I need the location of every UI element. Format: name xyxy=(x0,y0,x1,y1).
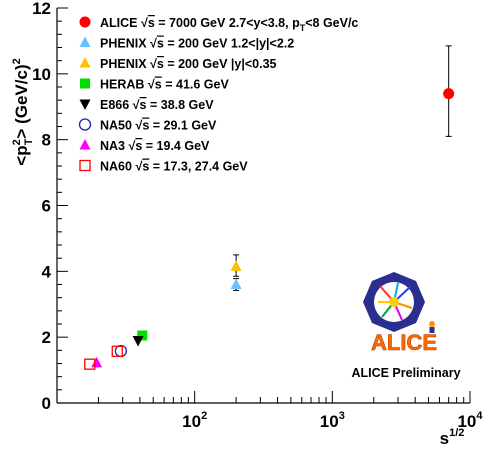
legend-marker xyxy=(78,118,92,131)
data-point xyxy=(443,88,455,100)
legend-marker xyxy=(79,99,91,110)
legend-marker xyxy=(80,78,90,89)
data-point xyxy=(111,345,123,357)
data-point xyxy=(137,330,148,341)
legend-entry: NA60 √s = 17.3, 27.4 GeV xyxy=(100,160,248,174)
data-point xyxy=(132,335,144,347)
y-tick-label: 4 xyxy=(42,262,52,281)
legend-marker xyxy=(79,57,91,68)
data-point xyxy=(91,356,103,368)
legend-entry: E866 √s = 38.8 GeV xyxy=(100,98,214,112)
legend-marker xyxy=(79,16,91,28)
legend-entry: HERAB √s = 41.6 GeV xyxy=(100,78,229,92)
annotation-preliminary: ALICE Preliminary xyxy=(351,366,460,380)
legend-entry: ALICE √s = 7000 GeV 2.7<y<3.8, pT<8 GeV/… xyxy=(100,16,358,33)
y-tick-label: 2 xyxy=(42,328,51,347)
legend-entry: PHENIX √s = 200 GeV |y|<0.35 xyxy=(100,57,277,71)
logo-text: ALICE xyxy=(371,330,437,355)
x-tick-label: 104 xyxy=(457,410,483,431)
y-tick-label: 8 xyxy=(42,131,51,150)
alice-logo: ALICE xyxy=(363,272,437,355)
legend-marker xyxy=(79,36,91,47)
x-axis-label: s1/2 xyxy=(440,427,465,448)
x-tick-label: 103 xyxy=(320,410,345,431)
x-tick-label: 102 xyxy=(182,410,207,431)
y-tick-label: 0 xyxy=(42,394,51,413)
data-point xyxy=(230,260,242,271)
legend-marker xyxy=(79,159,91,172)
y-axis-label: <p2T> (GeV/c)2 xyxy=(11,58,35,165)
legend-entry: NA50 √s = 29.1 GeV xyxy=(100,119,217,133)
data-points xyxy=(84,45,455,370)
y-axis: 0 2 4 6 8 10 12 <p2T> (GeV/c)2 xyxy=(11,0,68,413)
data-point xyxy=(230,278,242,289)
y-tick-label: 6 xyxy=(42,197,51,216)
y-tick-label: 10 xyxy=(32,65,51,84)
legend: ALICE √s = 7000 GeV 2.7<y<3.8, pT<8 GeV/… xyxy=(78,16,358,174)
legend-entry: PHENIX √s = 200 GeV 1.2<|y|<2.2 xyxy=(100,37,294,51)
y-tick-label: 12 xyxy=(32,0,51,18)
legend-marker xyxy=(79,139,91,150)
legend-entry: NA3 √s = 19.4 GeV xyxy=(100,139,210,153)
data-point xyxy=(84,358,96,370)
data-point xyxy=(114,344,128,358)
